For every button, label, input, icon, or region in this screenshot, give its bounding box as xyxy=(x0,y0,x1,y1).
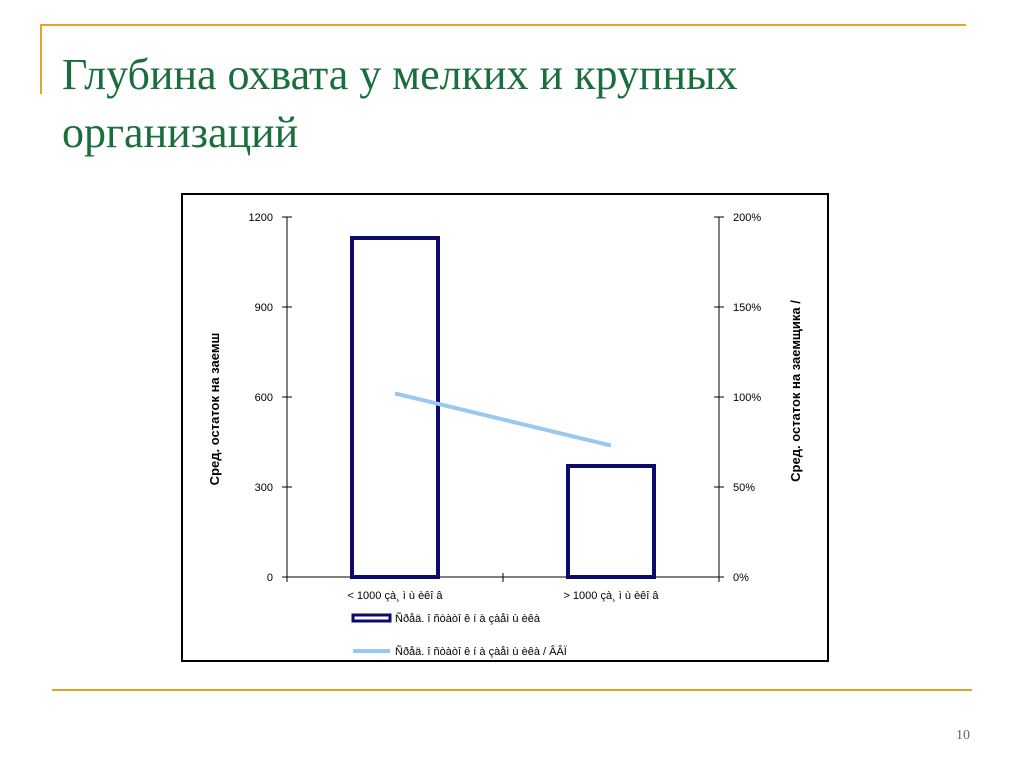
y2-tick-label: 150% xyxy=(733,302,761,314)
bar xyxy=(566,464,656,579)
y-tick-label: 0 xyxy=(267,572,273,584)
y2-tick-label: 0% xyxy=(733,572,749,584)
x-tick-label: > 1000 çà¸ ì ù èêî â xyxy=(563,590,659,602)
chart: 0 300 600 900 1200 0% 50% 100% 150% 200% < 1000 çà… xyxy=(207,212,803,658)
slide-title: Глубина охвата у мелких и крупных органи… xyxy=(62,50,738,157)
bar xyxy=(350,236,440,579)
y-axis-title: Сред. остаток на заемш xyxy=(207,333,222,486)
bottom-rule xyxy=(52,689,972,691)
chart-frame: 0 300 600 900 1200 0% 50% 100% 150% 200% < 1000 çà… xyxy=(181,193,829,662)
y2-tick-label: 200% xyxy=(733,212,761,224)
x-tick-label: < 1000 çà¸ ì ù èêî â xyxy=(347,590,443,602)
y2-tick-label: 100% xyxy=(733,392,761,404)
left-rule xyxy=(40,24,42,94)
legend-label-line: Ñðåä. î ñòàòî ê í à çàåì ù èêà / ÂÂÏ xyxy=(395,645,568,658)
top-rule xyxy=(40,24,966,26)
legend-swatch-bar xyxy=(351,613,392,623)
y2-tick-label: 50% xyxy=(733,482,755,494)
y-tick-label: 900 xyxy=(255,302,273,314)
page-number: 10 xyxy=(956,728,970,743)
series-line xyxy=(394,391,612,448)
y-tick-label: 1200 xyxy=(249,212,273,224)
y2-axis-title: Сред. остаток на заемщика / xyxy=(788,300,803,482)
y-tick-label: 300 xyxy=(255,482,273,494)
y-tick-label: 600 xyxy=(255,392,273,404)
legend-label-bar: Ñðåä. î ñòàòî ê í à çàåì ù èêà xyxy=(395,612,541,625)
